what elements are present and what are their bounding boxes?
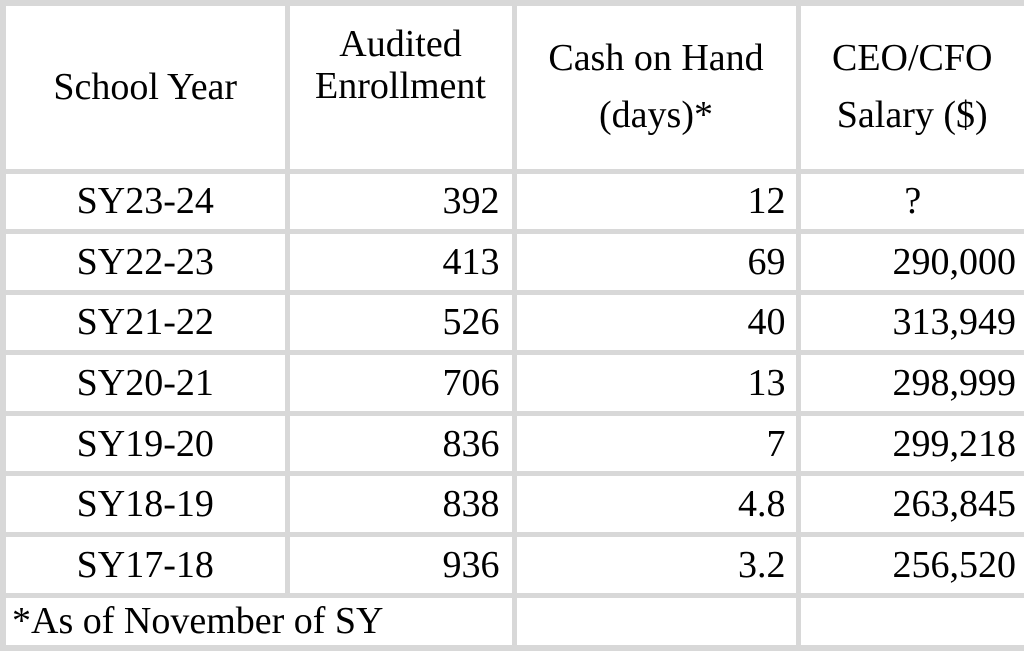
- empty-cell: [511, 592, 801, 651]
- col-header-audited-enrollment: Audited Enrollment: [284, 0, 517, 174]
- salary-cell: ?: [795, 168, 1024, 235]
- col-header-ceo-cfo-salary: CEO/CFO Salary ($): [795, 0, 1024, 174]
- cash-on-hand-cell: 69: [511, 229, 801, 295]
- table-row-sy19-20: SY19-20 836 7 299,218: [0, 410, 1024, 477]
- enrollment-cell: 936: [284, 531, 517, 598]
- school-year-cell: SY20-21: [0, 350, 290, 416]
- table-row-sy23-24: SY23-24 392 12 ?: [0, 168, 1024, 235]
- school-year-cell: SY19-20: [0, 410, 290, 477]
- salary-cell: 256,520: [795, 531, 1024, 598]
- salary-cell: 299,218: [795, 410, 1024, 477]
- school-year-cell: SY21-22: [0, 289, 290, 356]
- enrollment-cell: 413: [284, 229, 517, 295]
- salary-cell: 263,845: [795, 471, 1024, 537]
- cash-on-hand-cell: 12: [511, 168, 801, 235]
- salary-cell: 313,949: [795, 289, 1024, 356]
- table-row-sy18-19: SY18-19 838 4.8 263,845: [0, 471, 1024, 537]
- enrollment-cell: 526: [284, 289, 517, 356]
- school-year-cell: SY22-23: [0, 229, 290, 295]
- school-year-cell: SY17-18: [0, 531, 290, 598]
- school-year-cell: SY23-24: [0, 168, 290, 235]
- school-year-cell: SY18-19: [0, 471, 290, 537]
- col-header-cash-on-hand: Cash on Hand (days)*: [511, 0, 801, 174]
- salary-cell: 298,999: [795, 350, 1024, 416]
- enrollment-cell: 706: [284, 350, 517, 416]
- salary-cell: 290,000: [795, 229, 1024, 295]
- footnote-cell: *As of November of SY: [0, 592, 517, 651]
- header-row: School Year Audited Enrollment Cash on H…: [0, 0, 1024, 174]
- enrollment-cell: 838: [284, 471, 517, 537]
- cash-on-hand-cell: 3.2: [511, 531, 801, 598]
- cash-on-hand-cell: 4.8: [511, 471, 801, 537]
- footnote-row: *As of November of SY: [0, 592, 1024, 651]
- cash-on-hand-cell: 13: [511, 350, 801, 416]
- table-row-sy21-22: SY21-22 526 40 313,949: [0, 289, 1024, 356]
- table-row-sy17-18: SY17-18 936 3.2 256,520: [0, 531, 1024, 598]
- enrollment-cell: 392: [284, 168, 517, 235]
- col-header-school-year: School Year: [0, 0, 290, 174]
- cash-on-hand-cell: 7: [511, 410, 801, 477]
- enrollment-cell: 836: [284, 410, 517, 477]
- table-row-sy22-23: SY22-23 413 69 290,000: [0, 229, 1024, 295]
- table-row-sy20-21: SY20-21 706 13 298,999: [0, 350, 1024, 416]
- cash-on-hand-cell: 40: [511, 289, 801, 356]
- empty-cell: [795, 592, 1024, 651]
